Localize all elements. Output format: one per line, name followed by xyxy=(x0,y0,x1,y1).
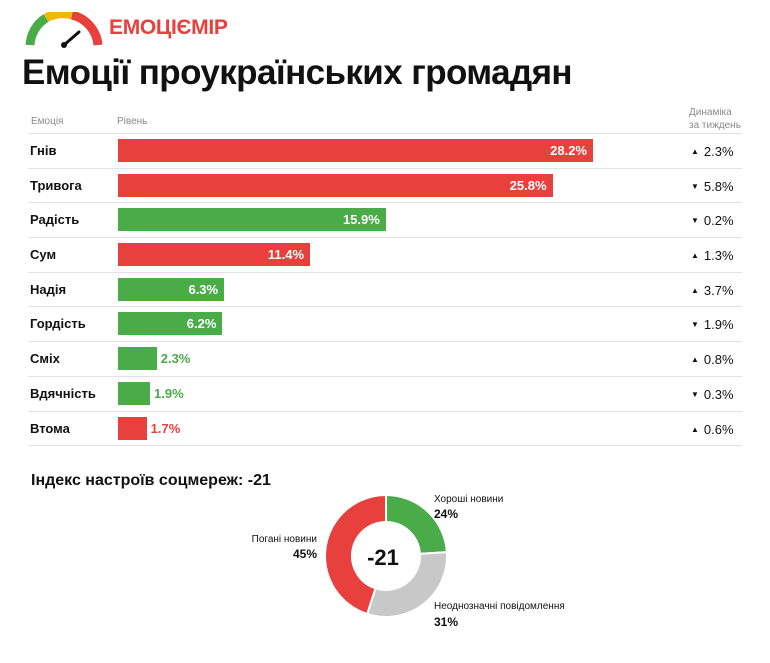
sentiment-index-title: Індекс настроїв соцмереж: -21 xyxy=(31,472,271,489)
page-title: Емоції проукраїнських громадян xyxy=(22,53,573,92)
weekly-change: ▼ 5.8% xyxy=(691,179,734,194)
good-news-label: Хороші новини xyxy=(434,494,504,505)
column-header-level: Рівень xyxy=(117,116,148,127)
emotion-label: Тривога xyxy=(30,177,82,193)
triangle-down-icon: ▼ xyxy=(691,320,699,330)
gauge-pivot xyxy=(61,42,67,48)
weekly-change-value: 5.8% xyxy=(703,178,734,194)
weekly-change: ▲ 1.3% xyxy=(691,248,734,263)
gauge-green-segment xyxy=(25,14,49,46)
emotion-value-label: 2.3% xyxy=(160,351,191,367)
emotion-label: Радість xyxy=(30,212,80,228)
triangle-down-icon: ▼ xyxy=(691,181,699,191)
weekly-change-value: 0.8% xyxy=(703,352,734,368)
emotion-label: Сум xyxy=(30,247,57,263)
column-header-dynamics: Динаміка за тиждень xyxy=(689,106,749,132)
weekly-change: ▲ 2.3% xyxy=(691,144,734,159)
emotion-row: Надія 6.3% ▲ 3.7% xyxy=(28,273,742,308)
weekly-change-value: 1.3% xyxy=(703,248,734,264)
weekly-change: ▼ 1.9% xyxy=(691,317,734,332)
emotion-bar-chart: Гнів 28.2% ▲ 2.3% Тривога 25.8% ▼ 5.8% Радість 15… xyxy=(28,133,742,447)
emotion-row: Втома 1.7% ▲ 0.6% xyxy=(28,412,742,447)
emotion-label: Втома xyxy=(30,420,70,436)
triangle-up-icon: ▲ xyxy=(691,251,699,261)
emotion-bar xyxy=(118,312,223,336)
good-news-percent: 24% xyxy=(434,507,459,521)
weekly-change-value: 0.2% xyxy=(703,213,734,229)
gauge-yellow-segment xyxy=(43,12,73,23)
donut-hole xyxy=(352,522,420,590)
emotion-value-label: 1.7% xyxy=(150,420,181,436)
emotion-label: Вдячність xyxy=(30,385,96,401)
emotion-bar xyxy=(118,243,311,267)
emotion-bar xyxy=(118,173,553,197)
weekly-change: ▼ 0.3% xyxy=(691,387,734,402)
emotion-row: Тривога 25.8% ▼ 5.8% xyxy=(28,169,742,204)
emotion-row: Гнів 28.2% ▲ 2.3% xyxy=(28,133,742,169)
sentiment-index-value: -21 xyxy=(367,545,399,570)
column-header-dynamics-line2: за тиждень xyxy=(689,120,741,131)
gauge-red-segment xyxy=(70,12,103,46)
weekly-change-value: 1.9% xyxy=(703,317,734,333)
emotion-bar xyxy=(118,416,147,440)
emotion-bar xyxy=(118,277,225,301)
emotion-row: Сміх 2.3% ▲ 0.8% xyxy=(28,342,742,377)
triangle-up-icon: ▲ xyxy=(691,147,699,156)
ambiguous-messages-percent: 31% xyxy=(434,615,459,629)
column-header-dynamics-line1: Динаміка xyxy=(689,107,732,118)
weekly-change: ▲ 0.6% xyxy=(691,422,734,437)
emotion-value-label: 1.9% xyxy=(154,385,184,401)
emotion-bar xyxy=(118,347,157,371)
sentiment-donut-chart xyxy=(324,493,448,618)
emotion-bar xyxy=(118,208,386,232)
emotion-row: Вдячність 1.9% ▼ 0.3% xyxy=(28,377,742,412)
emotion-value-label: 15.9% xyxy=(342,212,380,228)
brand-name: ЕМОЦІЄМІР xyxy=(109,16,228,39)
emotion-bar xyxy=(118,139,593,162)
bad-news-percent: 45% xyxy=(292,547,317,561)
weekly-change: ▲ 0.8% xyxy=(691,352,734,367)
triangle-up-icon: ▲ xyxy=(691,355,699,365)
column-header-emotion: Емоція xyxy=(31,116,64,127)
emotion-value-label: 25.8% xyxy=(509,177,547,193)
weekly-change-value: 0.6% xyxy=(703,421,734,437)
triangle-up-icon: ▲ xyxy=(691,424,699,434)
ambiguous-messages-label: Неоднозначні повідомлення xyxy=(434,601,565,612)
emotion-row: Сум 11.4% ▲ 1.3% xyxy=(28,238,742,273)
triangle-down-icon: ▼ xyxy=(691,389,699,399)
triangle-up-icon: ▲ xyxy=(691,285,699,295)
emotion-value-label: 6.3% xyxy=(188,281,219,297)
weekly-change-value: 2.3% xyxy=(703,144,734,159)
bad-news-label: Погані новини xyxy=(251,534,317,545)
gauge-logo-icon xyxy=(25,12,103,48)
emotion-row: Радість 15.9% ▼ 0.2% xyxy=(28,203,742,239)
weekly-change: ▲ 3.7% xyxy=(691,283,734,298)
emotion-label: Надія xyxy=(30,281,67,297)
emotion-value-label: 28.2% xyxy=(550,143,587,158)
weekly-change: ▼ 0.2% xyxy=(691,213,734,228)
emotion-label: Гордість xyxy=(30,316,86,332)
emotion-value-label: 6.2% xyxy=(186,316,217,332)
gauge-needle xyxy=(62,30,81,47)
emotion-label: Сміх xyxy=(30,351,60,367)
emotion-bar xyxy=(118,381,150,405)
emotion-row: Гордість 6.2% ▼ 1.9% xyxy=(28,307,742,343)
emotion-label: Гнів xyxy=(30,143,57,158)
weekly-change-value: 0.3% xyxy=(703,386,734,402)
weekly-change-value: 3.7% xyxy=(703,282,734,298)
triangle-down-icon: ▼ xyxy=(691,216,699,226)
emotion-value-label: 11.4% xyxy=(267,247,305,263)
